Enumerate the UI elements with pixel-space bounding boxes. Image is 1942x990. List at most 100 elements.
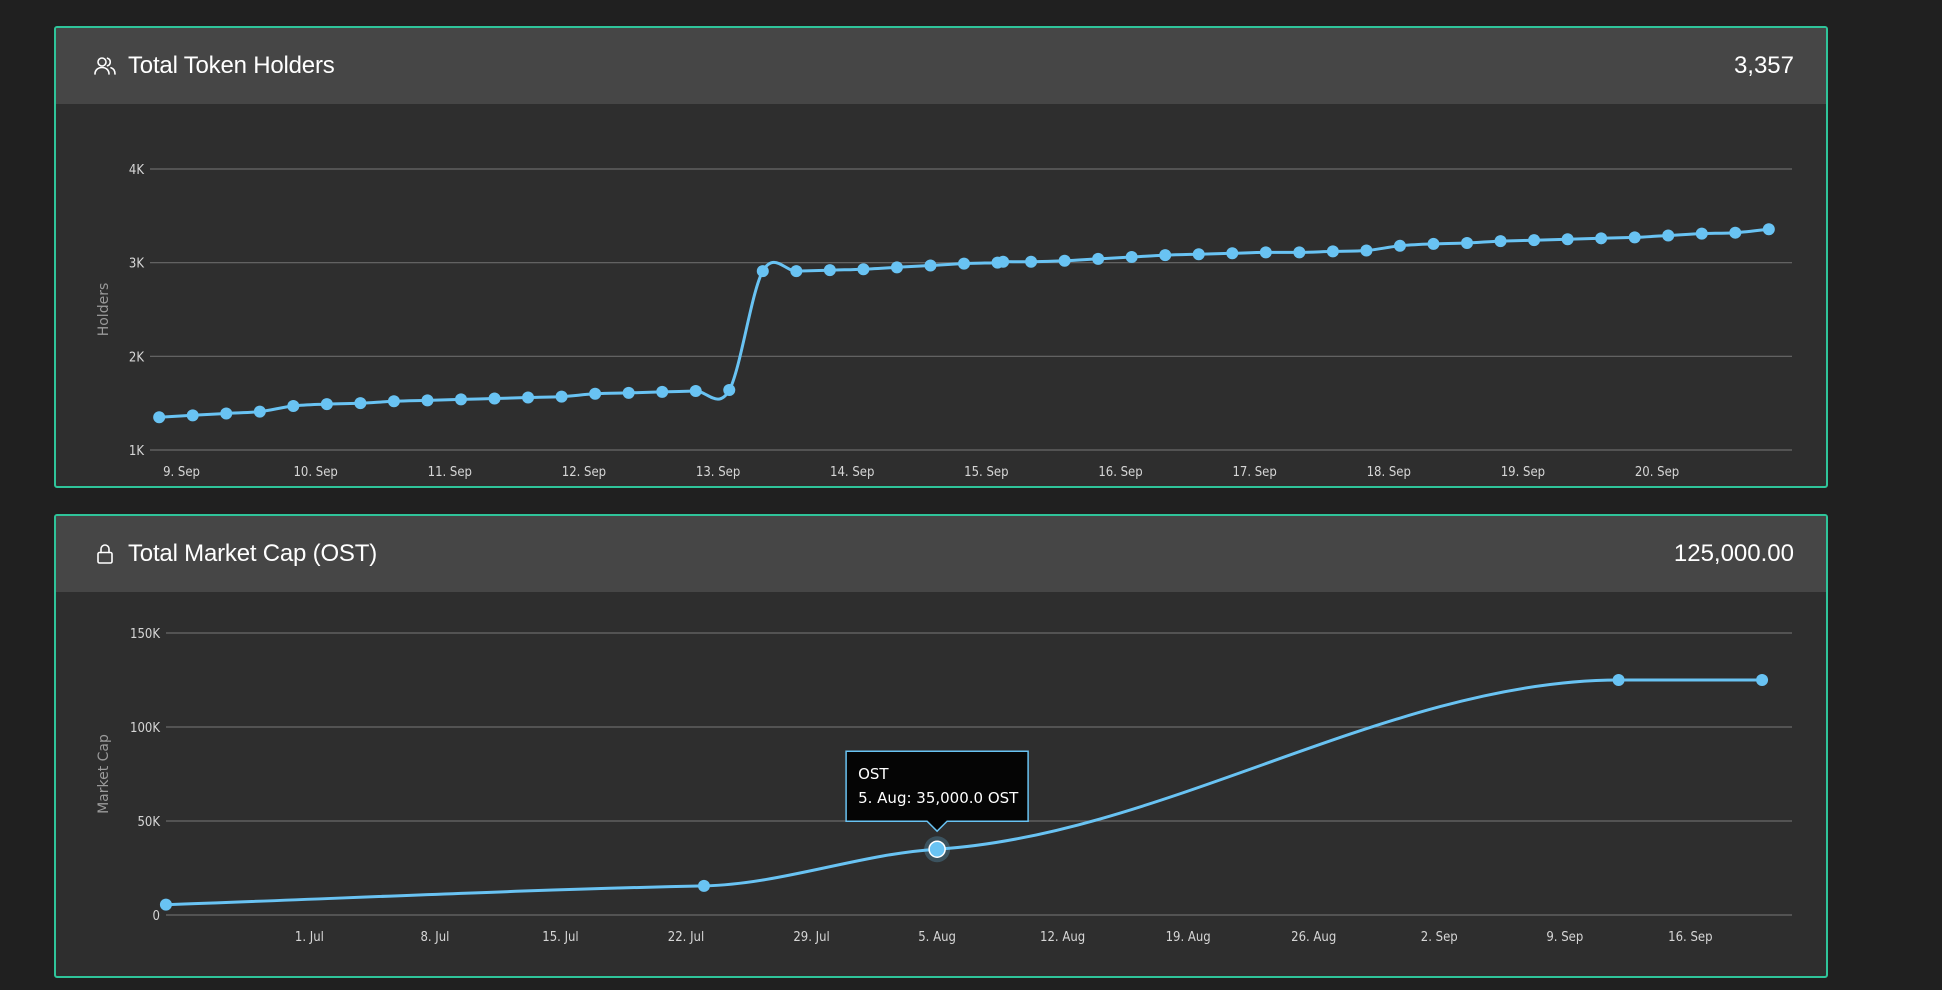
data-point[interactable] [1226,247,1239,260]
data-point[interactable] [1360,244,1373,257]
y-tick-label: 4K [129,163,144,178]
data-point[interactable] [186,409,199,422]
data-point[interactable] [1612,674,1625,686]
x-tick-label: 29. Jul [793,930,829,945]
data-point[interactable] [1461,236,1474,249]
y-axis-title: Holders [96,283,112,337]
x-tick-label: 12. Sep [562,465,606,480]
data-point[interactable] [1561,233,1574,246]
data-point[interactable] [1025,255,1038,268]
x-tick-label: 16. Sep [1668,930,1712,945]
holders-panel-title: Total Token Holders [128,52,335,79]
data-point[interactable] [1293,246,1306,259]
data-point[interactable] [857,263,870,276]
x-tick-label: 17. Sep [1232,465,1276,480]
data-point[interactable] [320,398,333,411]
data-point[interactable] [153,411,166,424]
y-tick-label: 50K [137,815,160,830]
holders-panel-header: Total Token Holders 3,357 [56,28,1826,104]
data-point[interactable] [622,386,635,399]
data-point-hovered[interactable] [928,840,946,858]
data-point[interactable] [958,257,970,270]
x-tick-label: 15. Sep [964,465,1008,480]
x-tick-label: 18. Sep [1367,465,1411,480]
y-tick-label: 2K [129,350,144,365]
data-point[interactable] [1695,227,1708,240]
data-point[interactable] [421,394,434,407]
data-point[interactable] [1628,231,1641,244]
x-tick-label: 12. Aug [1040,930,1085,945]
y-tick-label: 150K [130,627,160,642]
data-point[interactable] [1662,229,1675,242]
data-point[interactable] [823,264,836,277]
data-point[interactable] [1494,235,1507,248]
data-point[interactable] [253,405,266,418]
data-point[interactable] [454,393,467,406]
data-point[interactable] [287,399,300,412]
x-tick-label: 9. Sep [1546,930,1583,945]
x-tick-label: 11. Sep [428,465,472,480]
market-cap-panel-header: Total Market Cap (OST) 125,000.00 [56,516,1826,592]
market-cap-panel: Total Market Cap (OST) 125,000.00 0 50K 10… [54,514,1828,978]
holders-panel: Total Token Holders 3,357 1K 2K 3K 4K 9. Sep… [54,26,1828,488]
data-point[interactable] [1058,254,1071,267]
x-tick-label: 15. Jul [542,930,578,945]
y-tick-label: 3K [129,257,144,272]
data-point[interactable] [488,392,501,405]
data-point[interactable] [555,390,568,403]
data-point[interactable] [1393,239,1406,252]
data-point[interactable] [589,387,602,400]
x-tick-label: 22. Jul [668,930,704,945]
x-tick-label: 19. Sep [1501,465,1545,480]
data-point[interactable] [656,385,669,398]
x-tick-label: 2. Sep [1421,930,1458,945]
market-cap-panel-title: Total Market Cap (OST) [128,540,377,567]
data-point[interactable] [1729,226,1742,239]
holders-total-value: 3,357 [1733,52,1794,79]
data-point[interactable] [1259,246,1272,259]
market-cap-total-value: 125,000.00 [1673,540,1794,567]
tooltip: OST 5. Aug: 35,000.0 OST [845,750,1029,833]
market-cap-chart[interactable]: 0 50K 100K 150K 1. Jul 8. Jul 15. Jul 22. Jul 29… [56,592,1826,978]
data-point[interactable] [1326,245,1339,258]
data-point[interactable] [1595,232,1608,245]
data-point[interactable] [522,391,535,404]
users-icon [92,53,118,79]
x-tick-label: 9. Sep [163,465,200,480]
data-point[interactable] [354,397,367,410]
y-tick-label: 0 [153,909,160,924]
y-tick-label: 1K [129,444,144,459]
tooltip-value: 5. Aug: 35,000.0 OST [858,789,1019,807]
data-point[interactable] [924,259,937,272]
tooltip-box [845,750,1029,833]
data-point[interactable] [697,879,710,892]
x-tick-label: 14. Sep [830,465,874,480]
data-point[interactable] [1092,252,1105,265]
data-point[interactable] [890,261,903,274]
data-point[interactable] [997,255,1010,268]
y-tick-label: 100K [130,721,160,736]
tooltip-series-name: OST [858,765,889,783]
data-point[interactable] [1192,248,1205,261]
data-point[interactable] [723,384,736,397]
x-tick-label: 13. Sep [696,465,740,480]
data-point[interactable] [689,384,702,397]
y-axis-title: Market Cap [96,734,112,814]
x-tick-label: 1. Jul [295,930,324,945]
x-tick-label: 10. Sep [293,465,337,480]
data-point[interactable] [1159,249,1172,262]
data-point[interactable] [159,898,172,911]
data-point[interactable] [756,265,769,278]
data-point[interactable] [1756,674,1769,686]
x-tick-label: 26. Aug [1291,930,1336,945]
x-tick-label: 19. Aug [1166,930,1211,945]
data-point[interactable] [1528,234,1541,247]
x-tick-label: 8. Jul [420,930,449,945]
holders-chart[interactable]: 1K 2K 3K 4K 9. Sep 10. Sep 11. Sep 12. Sep 13. S… [56,104,1826,488]
data-point[interactable] [790,265,803,278]
data-point[interactable] [387,395,400,408]
data-point[interactable] [220,407,233,420]
data-point[interactable] [1427,237,1440,250]
data-point[interactable] [1125,251,1138,264]
data-point[interactable] [1762,223,1775,236]
